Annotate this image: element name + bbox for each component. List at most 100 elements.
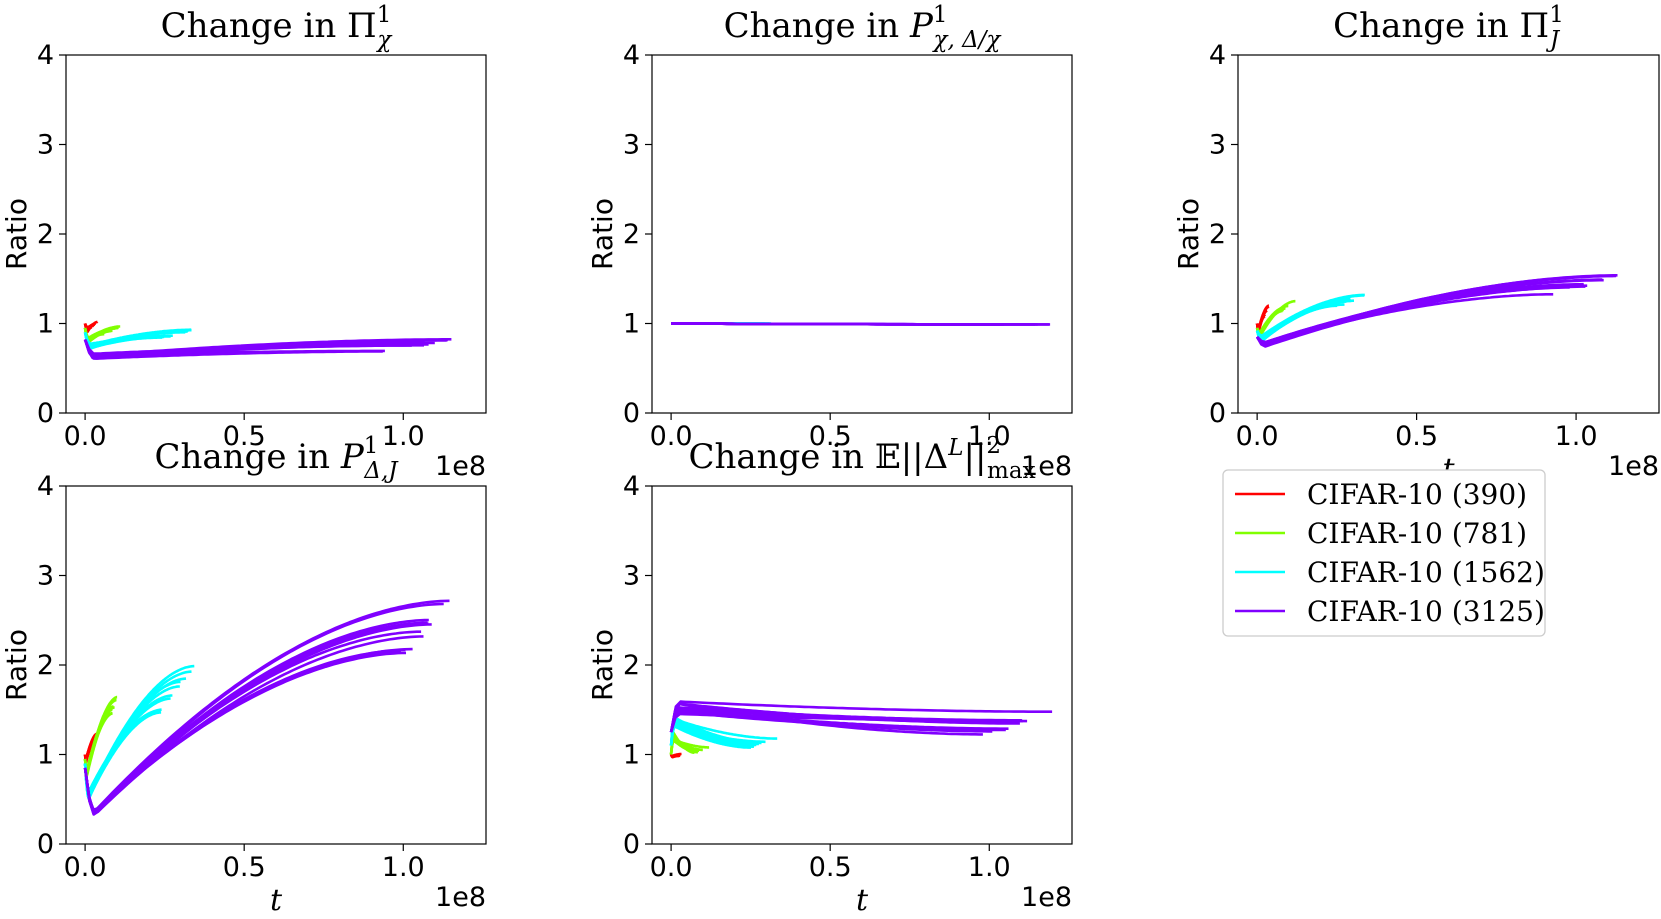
y-tick-label: 2 — [37, 650, 54, 681]
x-tick-label: 1.0 — [1555, 421, 1598, 452]
series-line — [83, 328, 192, 347]
x-tick-label: 0.5 — [809, 421, 852, 452]
series-group — [1255, 273, 1618, 348]
series-line — [669, 725, 752, 749]
y-tick-label: 3 — [623, 130, 640, 161]
y-tick-label: 0 — [37, 829, 54, 860]
x-tick-label: 0.0 — [1236, 421, 1279, 452]
chart-panel-2: 0 1 2 3 4 0.0 0.5 1.0 1e8 Ratio Change in P1 χ, Δ/χ — [586, 2, 1073, 482]
series-line — [1255, 304, 1271, 331]
x-offset-label: 1e8 — [1608, 451, 1659, 482]
series-cifar-10-3125- — [669, 700, 1053, 736]
y-tick-label: 4 — [37, 40, 54, 71]
series-cifar-10-781- — [669, 731, 710, 755]
y-axis-label: Ratio — [1172, 198, 1205, 270]
series-line — [83, 664, 195, 797]
legend-label: CIFAR-10 (781) — [1307, 517, 1527, 550]
series-cifar-10-1562- — [83, 328, 192, 350]
x-tick-label: 1.0 — [382, 421, 425, 452]
series-line — [1256, 274, 1614, 346]
series-line — [669, 739, 701, 755]
x-tick-label: 0.5 — [1395, 421, 1438, 452]
series-cifar-10-1562- — [1255, 293, 1365, 343]
legend-label: CIFAR-10 (390) — [1307, 478, 1527, 511]
series-line — [669, 738, 710, 755]
series-cifar-10-390- — [83, 732, 99, 764]
y-tick-label: 3 — [37, 130, 54, 161]
y-tick-label: 4 — [623, 40, 640, 71]
y-tick-label: 3 — [37, 561, 54, 592]
y-axis-label: Ratio — [586, 629, 619, 701]
series-cifar-10-781- — [1255, 299, 1297, 338]
legend-frame — [1222, 469, 1546, 637]
y-tick-label: 1 — [623, 740, 640, 771]
series-cifar-10-781- — [83, 695, 118, 777]
x-offset-label: 1e8 — [1021, 451, 1072, 482]
series-cifar-10-3125- — [83, 599, 450, 816]
series-cifar-10-3125- — [671, 322, 1051, 326]
x-tick-label: 1.0 — [382, 852, 425, 883]
x-tick-label: 1.0 — [968, 852, 1011, 883]
x-axis-label: t — [270, 883, 283, 918]
series-line — [669, 706, 1022, 733]
series-line — [669, 700, 1053, 733]
chart-panel-1: 0 1 2 3 4 0.0 0.5 1.0 1e8 Ratio Change in Π1 χ — [0, 2, 487, 482]
legend-label: CIFAR-10 (1562) — [1307, 556, 1545, 589]
series-line — [83, 695, 118, 774]
chart-title: Change in Π1 J — [1333, 2, 1564, 53]
series-cifar-10-390- — [669, 752, 683, 759]
x-tick-label: 0.5 — [223, 421, 266, 452]
y-axis-label: Ratio — [586, 198, 619, 270]
series-cifar-10-3125- — [1255, 273, 1618, 348]
series-line — [83, 732, 99, 762]
series-line — [669, 724, 766, 746]
y-tick-label: 1 — [623, 309, 640, 340]
legend-label: CIFAR-10 (3125) — [1307, 595, 1545, 628]
y-tick-label: 1 — [37, 740, 54, 771]
x-axis-label: t — [856, 883, 869, 918]
x-offset-label: 1e8 — [1021, 882, 1072, 913]
y-tick-label: 0 — [623, 398, 640, 429]
y-tick-label: 2 — [1209, 219, 1226, 250]
chart-title: Change in Π1 χ — [161, 2, 394, 53]
y-tick-label: 2 — [37, 219, 54, 250]
y-tick-label: 4 — [37, 471, 54, 502]
chart-panel-5: 0 1 2 3 4 0.0 0.5 1.0 1e8 Ratio t Change in 𝔼||ΔL||… — [586, 433, 1073, 918]
y-tick-label: 3 — [623, 561, 640, 592]
chart-title: Change in P1 χ, Δ/χ — [724, 2, 1003, 53]
x-tick-label: 0.0 — [64, 852, 107, 883]
chart-panel-4: 0 1 2 3 4 0.0 0.5 1.0 1e8 Ratio t Change in P1 Δ,J — [0, 433, 487, 918]
series-cifar-10-1562- — [669, 716, 778, 749]
x-tick-label: 0.0 — [650, 852, 693, 883]
series-group — [669, 322, 1051, 326]
series-line — [669, 718, 778, 746]
chart-title: Change in 𝔼||ΔL||2 max — [688, 433, 1035, 484]
y-tick-label: 4 — [1209, 40, 1226, 71]
y-tick-label: 0 — [623, 829, 640, 860]
y-tick-label: 1 — [1209, 309, 1226, 340]
x-tick-label: 0.5 — [809, 852, 852, 883]
y-tick-label: 0 — [1209, 398, 1226, 429]
series-line — [1255, 297, 1351, 339]
series-group — [669, 700, 1053, 759]
series-line — [669, 752, 683, 758]
y-axis-label: Ratio — [0, 629, 33, 701]
series-line — [83, 320, 99, 334]
series-line — [83, 602, 444, 816]
chart-title: Change in P1 Δ,J — [154, 433, 399, 484]
series-group — [83, 320, 452, 360]
y-tick-label: 1 — [37, 309, 54, 340]
legend: CIFAR-10 (390) CIFAR-10 (781) CIFAR-10 (15… — [1222, 469, 1546, 637]
x-tick-label: 0.5 — [223, 852, 266, 883]
y-tick-label: 4 — [623, 471, 640, 502]
y-axis-label: Ratio — [0, 198, 33, 270]
y-tick-label: 2 — [623, 650, 640, 681]
series-line — [1255, 299, 1297, 338]
y-tick-label: 3 — [1209, 130, 1226, 161]
x-offset-label: 1e8 — [435, 451, 486, 482]
series-line — [83, 325, 121, 340]
x-tick-label: 0.0 — [64, 421, 107, 452]
x-tick-label: 0.0 — [650, 421, 693, 452]
series-cifar-10-3125- — [83, 337, 452, 360]
